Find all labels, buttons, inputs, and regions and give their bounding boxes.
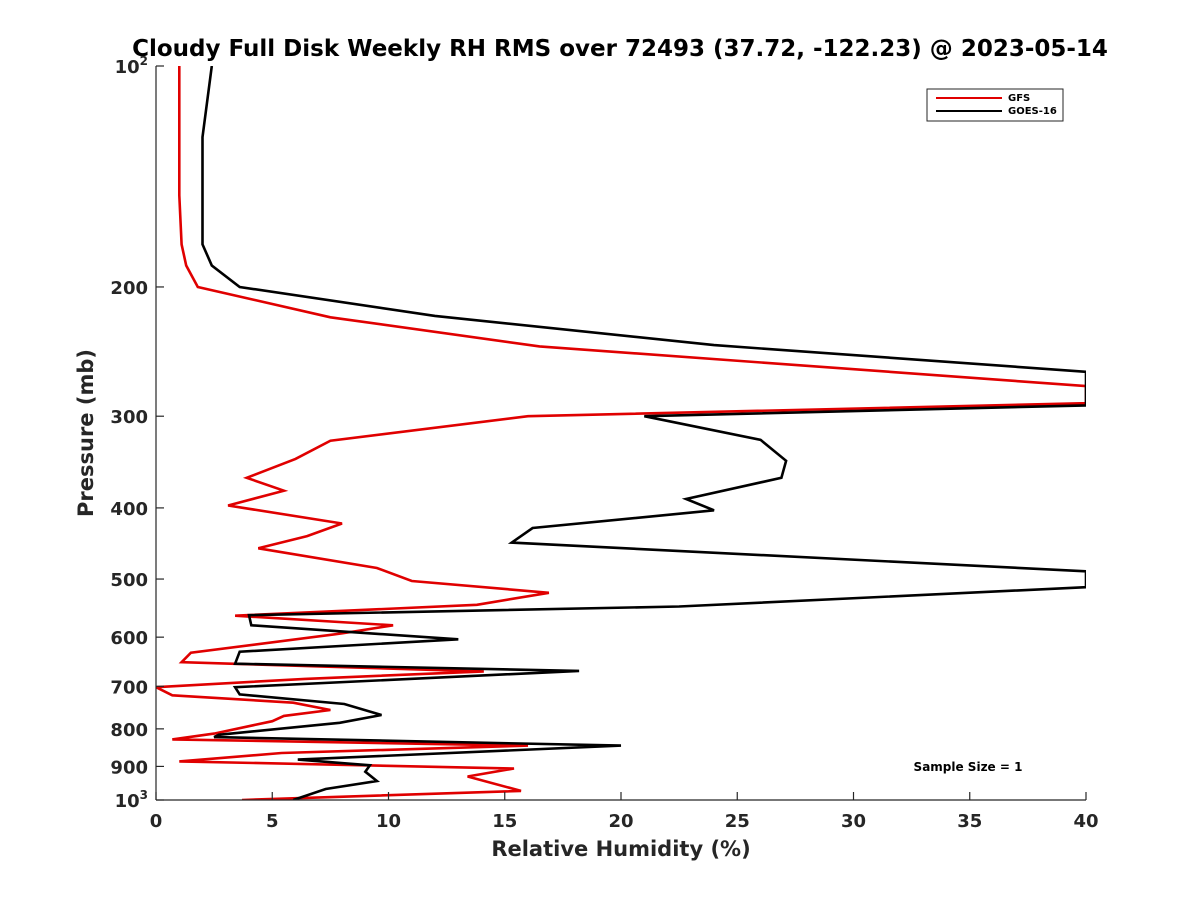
y-axis-ticks: 102 200 300 400 500 600 700 800 900 103	[110, 54, 164, 812]
x-tick-label: 40	[1073, 811, 1098, 832]
x-tick-label: 0	[150, 811, 163, 832]
y-tick-label: 800	[110, 720, 148, 741]
series-layer	[156, 66, 1086, 800]
legend-label-goes16: GOES-16	[1008, 106, 1057, 117]
legend-box	[926, 88, 1064, 122]
y-tick-label: 900	[110, 757, 148, 778]
x-axis-ticks: 0 5 10 15 20 25 30 35 40	[150, 792, 1099, 832]
series-line-gfs	[156, 66, 1086, 800]
y-axis-label: Pressure (mb)	[74, 349, 98, 517]
y-tick-label: 300	[110, 407, 148, 428]
y-tick-label: 500	[110, 570, 148, 591]
x-tick-label: 35	[957, 811, 982, 832]
x-axis-label: Relative Humidity (%)	[491, 837, 750, 861]
x-tick-label: 25	[725, 811, 750, 832]
x-tick-label: 5	[266, 811, 279, 832]
y-tick-label: 200	[110, 278, 148, 299]
chart-title: Cloudy Full Disk Weekly RH RMS over 7249…	[132, 36, 1108, 62]
y-tick-label: 600	[110, 628, 148, 649]
y-tick-label: 102	[115, 54, 148, 78]
legend: GFS GOES-16	[926, 88, 1064, 122]
y-tick-label: 700	[110, 677, 148, 698]
x-tick-label: 15	[492, 811, 517, 832]
x-tick-label: 20	[608, 811, 633, 832]
series-line-goes16	[201, 66, 1086, 800]
plot-area: 0 5 10 15 20 25 30 35 40 102 200 300 400 500 600 700 80…	[110, 54, 1098, 832]
x-tick-label: 30	[841, 811, 866, 832]
x-tick-label: 10	[376, 811, 401, 832]
sample-size-annotation: Sample Size = 1	[914, 760, 1023, 774]
y-tick-label: 103	[115, 788, 148, 812]
y-tick-label: 400	[110, 499, 148, 520]
legend-label-gfs: GFS	[1008, 93, 1030, 104]
